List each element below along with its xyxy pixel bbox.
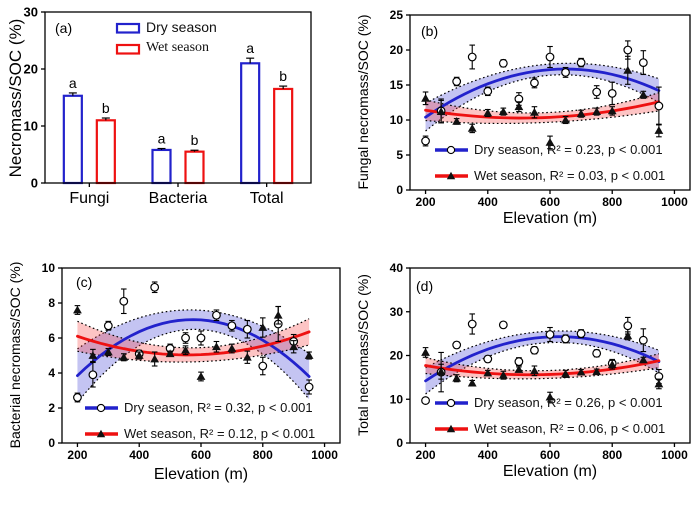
svg-text:1000: 1000 <box>661 195 688 209</box>
svg-text:5: 5 <box>396 148 403 162</box>
svg-text:10: 10 <box>390 392 404 406</box>
svg-text:Fungi: Fungi <box>69 190 109 207</box>
legend-marker-dry <box>435 145 468 155</box>
svg-text:a: a <box>246 40 254 56</box>
legend-label-wet-season: Wet season <box>146 40 210 55</box>
svg-text:800: 800 <box>602 195 622 209</box>
panel-b-x-axis-title: Elevation (m) <box>502 210 598 227</box>
svg-text:200: 200 <box>416 195 436 209</box>
svg-text:10: 10 <box>390 113 404 127</box>
svg-text:600: 600 <box>540 195 560 209</box>
svg-text:0: 0 <box>31 176 38 191</box>
fit-curves <box>424 335 661 383</box>
panel-c: 200 400 600 800 1000 0 2 4 6 8 10 (c) Bacterial ne… <box>0 253 350 506</box>
panel-c-x-axis-title: Elevation (m) <box>153 466 249 483</box>
svg-text:0: 0 <box>396 183 403 197</box>
svg-text:400: 400 <box>478 195 498 209</box>
svg-text:Total: Total <box>250 190 284 207</box>
svg-text:600: 600 <box>540 448 560 462</box>
svg-text:b: b <box>191 132 199 148</box>
svg-text:20: 20 <box>390 43 404 57</box>
panel-b-legend-dry: Dry season, R² = 0.23, p < 0.001 <box>474 142 663 157</box>
legend-swatches <box>115 22 141 55</box>
panel-letter-b: (b) <box>421 23 439 39</box>
series-points-dry <box>421 40 664 147</box>
panel-a-y-axis-title: Necromass/SOC (%) <box>6 18 25 178</box>
panel-a-bar-chart: 0 10 20 30 Fungi Bacteria Total a a a b b b <box>24 5 312 208</box>
confidence-bands <box>425 330 660 395</box>
panel-letter-d: (d) <box>416 278 434 294</box>
panel-d-legend-wet: Wet season, R² = 0.06, p < 0.001 <box>474 421 666 436</box>
panel-c-legend-dry: Dry season, R² = 0.32, p < 0.001 <box>124 400 313 415</box>
series-points-dry <box>421 313 664 405</box>
legend-marker-wet <box>85 429 118 438</box>
svg-text:0: 0 <box>48 436 55 450</box>
panel-d-x-axis-title: Elevation (m) <box>502 463 598 480</box>
svg-text:a: a <box>69 75 77 91</box>
svg-text:b: b <box>102 100 110 116</box>
series-points-dry <box>73 281 314 403</box>
legend-marker-dry <box>85 403 118 413</box>
panel-b-legend-wet: Wet season, R² = 0.03, p < 0.001 <box>474 168 666 183</box>
svg-text:15: 15 <box>390 78 404 92</box>
svg-text:30: 30 <box>24 5 38 20</box>
svg-text:b: b <box>279 68 287 84</box>
panel-c-legend-wet: Wet season, R² = 0.12, p < 0.001 <box>124 426 316 441</box>
panel-d-scatter-chart: 200 400 600 800 1000 0 10 20 30 40 <box>390 261 691 462</box>
svg-text:10: 10 <box>24 119 38 134</box>
series-points-wet <box>421 331 664 403</box>
svg-text:30: 30 <box>390 305 404 319</box>
svg-text:1000: 1000 <box>311 448 338 462</box>
svg-text:400: 400 <box>478 448 498 462</box>
svg-text:Bacteria: Bacteria <box>149 190 208 207</box>
panel-c-scatter-chart: 200 400 600 800 1000 0 2 4 6 8 10 <box>42 261 341 462</box>
legend-marker-dry <box>435 398 468 408</box>
axes: 200 400 600 800 1000 0 2 4 6 8 10 <box>42 261 339 462</box>
plot-box <box>409 14 691 191</box>
legend-marker-wet <box>435 171 468 180</box>
panel-letter-a: (a) <box>55 20 73 36</box>
plot-box <box>409 267 691 444</box>
svg-text:20: 20 <box>24 62 38 77</box>
panel-a: 0 10 20 30 Fungi Bacteria Total a a a b b b (a) Necr… <box>0 0 350 253</box>
panel-b-scatter-chart: 200 400 600 800 1000 0 5 10 15 20 25 <box>390 8 691 209</box>
bars: a a a b b b <box>62 40 294 185</box>
fit-curves <box>424 67 661 120</box>
panel-d-legend-dry: Dry season, R² = 0.26, p < 0.001 <box>474 395 663 410</box>
svg-text:6: 6 <box>48 331 55 345</box>
plot-box <box>44 11 312 184</box>
svg-text:8: 8 <box>48 296 55 310</box>
legend-marker-wet <box>435 424 468 433</box>
panel-c-y-axis-title: Bacterial necromass/SOC (%) <box>7 261 23 449</box>
svg-text:10: 10 <box>42 261 56 275</box>
panel-letter-c: (c) <box>76 274 93 290</box>
svg-text:200: 200 <box>67 448 87 462</box>
svg-text:4: 4 <box>48 366 55 380</box>
axes: 200 400 600 800 1000 0 5 10 15 20 25 <box>390 8 688 209</box>
svg-text:400: 400 <box>129 448 149 462</box>
svg-text:40: 40 <box>390 261 404 275</box>
svg-text:a: a <box>158 131 166 147</box>
svg-text:1000: 1000 <box>661 448 688 462</box>
series-points-wet <box>73 305 314 382</box>
svg-text:200: 200 <box>416 448 436 462</box>
svg-text:800: 800 <box>253 448 273 462</box>
panel-b: 200 400 600 800 1000 0 5 10 15 20 25 (b) Fungal ne… <box>350 0 700 253</box>
series-points-wet <box>421 55 664 150</box>
svg-text:20: 20 <box>390 349 404 363</box>
panel-d: 200 400 600 800 1000 0 10 20 30 40 (d) Total necr… <box>350 253 700 506</box>
axes: 200 400 600 800 1000 0 10 20 30 40 <box>390 261 688 462</box>
axes: 0 10 20 30 Fungi Bacteria Total <box>24 5 284 208</box>
plot-box <box>61 267 341 444</box>
fit-curves <box>76 318 311 378</box>
panel-d-y-axis-title: Total necromass/SOC (%) <box>355 274 371 436</box>
svg-text:600: 600 <box>191 448 211 462</box>
legend-label-dry-season: Dry season <box>146 19 217 35</box>
svg-text:2: 2 <box>48 401 55 415</box>
svg-text:800: 800 <box>602 448 622 462</box>
svg-text:25: 25 <box>390 8 404 22</box>
svg-text:0: 0 <box>396 436 403 450</box>
panel-b-y-axis-title: Fungal necromass/SOC (%) <box>355 14 371 190</box>
